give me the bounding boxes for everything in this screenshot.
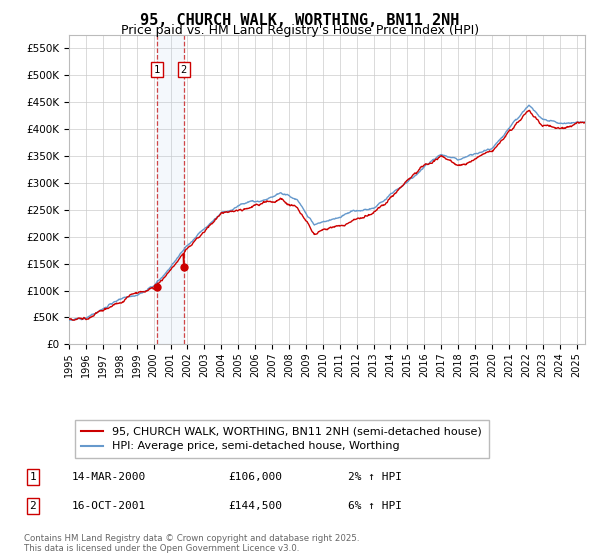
Text: 2% ↑ HPI: 2% ↑ HPI <box>348 472 402 482</box>
Text: £144,500: £144,500 <box>228 501 282 511</box>
Text: 2: 2 <box>181 65 187 74</box>
Legend: 95, CHURCH WALK, WORTHING, BN11 2NH (semi-detached house), HPI: Average price, s: 95, CHURCH WALK, WORTHING, BN11 2NH (sem… <box>74 421 489 458</box>
Text: £106,000: £106,000 <box>228 472 282 482</box>
Text: 95, CHURCH WALK, WORTHING, BN11 2NH: 95, CHURCH WALK, WORTHING, BN11 2NH <box>140 13 460 28</box>
Text: 2: 2 <box>29 501 37 511</box>
Bar <box>157 35 184 344</box>
Text: 14-MAR-2000: 14-MAR-2000 <box>72 472 146 482</box>
Text: 1: 1 <box>154 65 160 74</box>
Text: 16-OCT-2001: 16-OCT-2001 <box>72 501 146 511</box>
Text: 1: 1 <box>29 472 37 482</box>
Text: 6% ↑ HPI: 6% ↑ HPI <box>348 501 402 511</box>
Text: Price paid vs. HM Land Registry's House Price Index (HPI): Price paid vs. HM Land Registry's House … <box>121 24 479 37</box>
Text: Contains HM Land Registry data © Crown copyright and database right 2025.
This d: Contains HM Land Registry data © Crown c… <box>24 534 359 553</box>
